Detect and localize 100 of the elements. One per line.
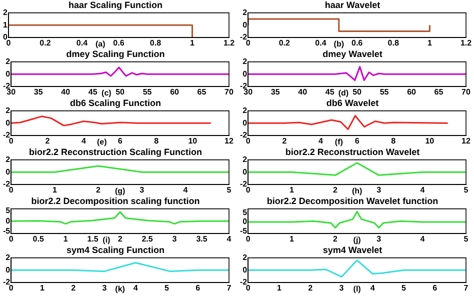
chart-title: dmey Wavelet: [322, 48, 382, 59]
x-tick-label: 0.4: [76, 38, 88, 48]
x-tick-label: 4: [420, 234, 426, 244]
chart-title: haar Wavelet: [324, 0, 380, 10]
x-tick-label: 3: [140, 185, 145, 194]
x-tick-label: 10: [425, 136, 435, 146]
y-tick-label: 0: [6, 118, 11, 128]
x-tick-label: 6: [432, 283, 438, 292]
text: (i): [102, 236, 111, 245]
x-tick-label: 30: [6, 87, 16, 96]
x-tick-label: 2: [118, 234, 123, 244]
x-tick-label: 6: [354, 136, 360, 146]
x-tick-label: 6: [118, 136, 123, 146]
x-tick-label: 5: [464, 185, 469, 194]
x-tick-label: 1: [289, 185, 294, 194]
x-tick-label: 2.5: [142, 234, 154, 244]
y-tick-label: 0: [242, 217, 248, 226]
x-tick-label: 0.8: [388, 38, 400, 48]
y-tick-label: -2: [240, 180, 248, 189]
y-tick-label: 2: [6, 106, 11, 116]
chart-title: bior2.2 Decomposition Wavelet function: [266, 196, 438, 206]
x-tick-label: 3: [102, 283, 108, 292]
x-tick-label: 4: [370, 283, 376, 292]
x-tick-label: 1: [289, 234, 294, 244]
x-tick-label: 50: [116, 87, 126, 96]
y-tick-label: 0: [242, 20, 248, 30]
x-tick-label: 5: [164, 283, 170, 292]
chart-title: sym4 Scaling Function: [66, 244, 165, 255]
x-tick-label: 3: [376, 234, 382, 244]
x-tick-label: 1: [40, 283, 46, 292]
y-tick-label: 5: [6, 206, 11, 216]
x-tick-label: 55: [142, 87, 152, 96]
text: (d): [338, 88, 349, 98]
y-tick-label: 2: [242, 57, 248, 66]
y-tick-label: 2: [242, 253, 248, 262]
text: (l): [353, 284, 362, 294]
y-tick-label: 0: [242, 118, 248, 128]
x-tick-label: 5: [402, 283, 407, 292]
chart-title: dmey Scaling Function: [66, 48, 165, 59]
text: (a): [95, 40, 106, 49]
y-tick-label: 2: [6, 57, 11, 66]
chart-title: bior2.2 Reconstruction Scaling Function: [28, 146, 202, 157]
x-tick-label: 0.6: [351, 38, 364, 48]
x-tick-label: 2: [333, 234, 338, 244]
x-tick-label: 30: [244, 87, 254, 96]
x-tick-label: 0.2: [40, 38, 52, 48]
x-tick-label: 0.8: [150, 38, 162, 48]
x-tick-label: 1.5: [87, 234, 99, 244]
x-tick-label: 35: [270, 87, 280, 96]
x-tick-label: 40: [61, 87, 71, 96]
x-tick-label: 65: [434, 87, 444, 96]
x-tick-label: 4: [183, 185, 188, 194]
x-tick-label: 4: [420, 185, 426, 194]
y-tick-label: 0: [242, 69, 248, 78]
x-tick-label: 8: [391, 136, 396, 146]
x-tick-label: 8: [154, 136, 160, 146]
x-tick-label: 4: [133, 283, 138, 292]
y-tick-label: 2: [242, 8, 248, 18]
x-tick-label: 5: [226, 185, 232, 194]
x-tick-label: 0.5: [32, 234, 44, 244]
x-tick-label: 1.2: [460, 38, 472, 48]
x-tick-label: 45: [325, 87, 335, 96]
x-tick-label: 3.5: [196, 234, 208, 244]
x-tick-label: 50: [352, 87, 362, 96]
x-tick-label: 0.4: [315, 38, 327, 48]
x-tick-label: 2: [333, 185, 338, 194]
text: (e): [97, 138, 108, 147]
x-tick-label: 2: [71, 283, 76, 292]
x-tick-label: 1: [52, 185, 58, 194]
x-tick-label: 4: [226, 234, 232, 244]
x-tick-label: 12: [224, 136, 234, 146]
text: (b): [334, 40, 344, 49]
chart-title: db6 Wavelet: [326, 98, 379, 108]
text: (c): [102, 88, 112, 98]
chart-title: db6 Scaling Function: [70, 98, 162, 108]
x-tick-label: 0.6: [113, 38, 125, 48]
x-tick-label: 60: [170, 87, 180, 96]
chart-title: sym4 Wavelet: [322, 244, 382, 255]
x-tick-label: 0.2: [278, 38, 291, 48]
y-tick-label: 0: [6, 167, 11, 176]
chart-title: haar Scaling Function: [68, 0, 163, 10]
x-tick-label: 3: [172, 234, 178, 244]
y-tick-label: -2: [240, 32, 248, 42]
x-tick-label: 2: [45, 136, 50, 146]
y-tick-label: 2: [6, 253, 11, 262]
y-tick-label: -2: [2, 180, 11, 189]
y-tick-label: -2: [2, 278, 11, 287]
y-tick-label: 0: [6, 69, 11, 78]
x-tick-label: 45: [88, 87, 98, 96]
x-tick-label: 60: [407, 87, 417, 96]
x-tick-label: 6: [196, 283, 201, 292]
y-tick-label: -2: [240, 130, 248, 140]
y-tick-label: 5: [242, 208, 248, 217]
y-tick-label: -5: [2, 226, 11, 236]
y-tick-label: 1: [2, 20, 8, 30]
x-tick-label: 40: [298, 87, 308, 96]
y-tick-label: -5: [240, 226, 248, 236]
text: (k): [115, 284, 126, 294]
x-tick-label: 55: [380, 87, 390, 96]
text: (f): [334, 138, 344, 147]
